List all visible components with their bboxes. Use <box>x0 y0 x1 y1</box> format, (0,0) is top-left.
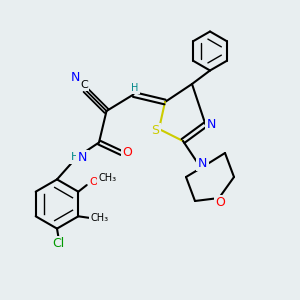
Text: O: O <box>216 196 225 209</box>
Text: CH₃: CH₃ <box>90 213 108 223</box>
Text: S: S <box>152 124 159 137</box>
Text: N: N <box>207 118 216 131</box>
Text: N: N <box>70 71 80 84</box>
Text: N: N <box>198 157 207 170</box>
Text: O: O <box>123 146 132 160</box>
Text: H: H <box>71 152 79 163</box>
Text: O: O <box>89 177 98 187</box>
Text: H: H <box>131 83 139 93</box>
Text: N: N <box>78 151 87 164</box>
Text: CH₃: CH₃ <box>98 173 116 183</box>
Text: C: C <box>80 80 88 90</box>
Text: Cl: Cl <box>52 237 64 250</box>
